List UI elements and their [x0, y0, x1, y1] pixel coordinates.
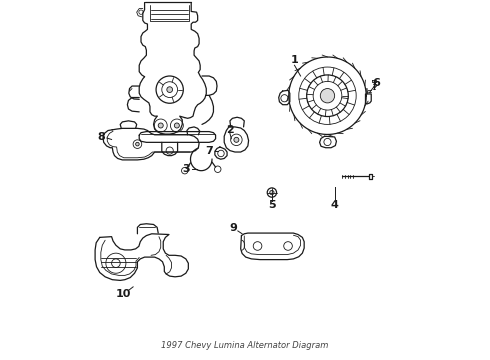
Text: 3: 3	[182, 164, 190, 174]
Circle shape	[320, 89, 335, 103]
Text: 5: 5	[268, 200, 276, 210]
Text: 1: 1	[291, 55, 298, 65]
Circle shape	[270, 190, 274, 195]
Circle shape	[174, 123, 179, 128]
Circle shape	[234, 137, 239, 142]
Text: 1997 Chevy Lumina Alternator Diagram: 1997 Chevy Lumina Alternator Diagram	[161, 341, 329, 350]
Circle shape	[167, 87, 172, 93]
Text: 10: 10	[116, 289, 131, 299]
Text: 4: 4	[331, 200, 339, 210]
Text: 7: 7	[205, 146, 213, 156]
Text: 9: 9	[230, 224, 238, 233]
Circle shape	[158, 123, 163, 128]
Text: 2: 2	[226, 125, 234, 135]
Text: 8: 8	[98, 132, 105, 142]
Text: 6: 6	[372, 78, 380, 88]
Circle shape	[136, 142, 139, 146]
